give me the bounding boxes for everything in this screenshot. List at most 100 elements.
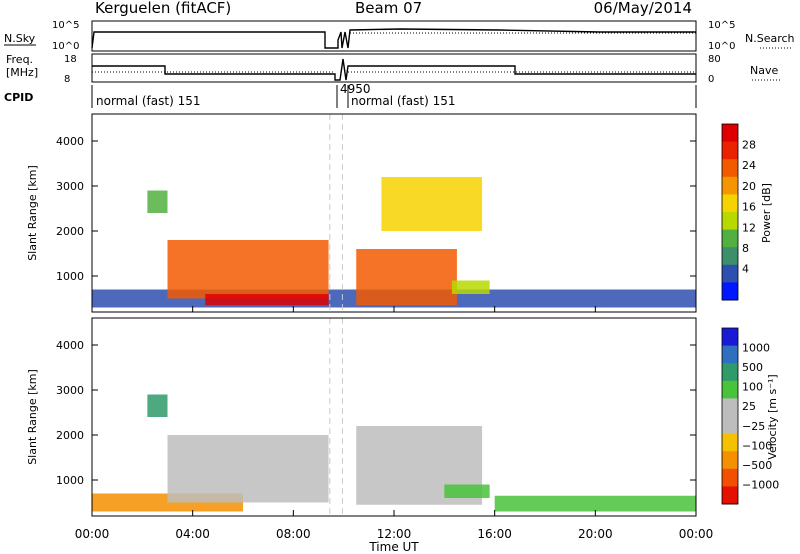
nsky-label: N.Sky <box>4 32 36 45</box>
power-echo-region-2 <box>167 240 329 299</box>
freq-label: Freq. <box>6 53 33 66</box>
colorbar-swatch <box>722 229 738 248</box>
x-tick-label: 16:00 <box>477 527 512 541</box>
colorbar-tick-label: 1000 <box>742 342 770 355</box>
colorbar-tick-label: 500 <box>742 361 763 374</box>
y-tick-label: 3000 <box>56 180 84 193</box>
velocity-colorbar: 1000 500 100 25 −25 −100 −500 −1000 <box>721 327 779 505</box>
x-tick-label: 20:00 <box>578 527 613 541</box>
y-tick-label: 4000 <box>56 135 84 148</box>
y-tick-label: 3000 <box>56 384 84 397</box>
colorbar-swatch <box>722 433 738 452</box>
freq-tick-top: 18 <box>64 54 77 65</box>
power-echo-region-7 <box>381 177 483 231</box>
velocity-echo-region-4 <box>147 394 168 417</box>
colorbar-tick-label: 12 <box>742 221 756 234</box>
velocity-echo-region-6 <box>494 495 696 512</box>
nave-tick-bottom: 0 <box>708 74 714 85</box>
freq-panel: Freq. [MHz] 18 8 80 0 Nave <box>6 53 782 85</box>
colorbar-swatch <box>722 328 738 347</box>
y-tick-label: 2000 <box>56 429 84 442</box>
x-tick-label: 08:00 <box>276 527 311 541</box>
x-tick-label: 00:00 <box>679 527 714 541</box>
colorbar-tick-label: 20 <box>742 180 756 193</box>
station-title: Kerguelen (fitACF) <box>95 0 231 17</box>
power-colorbar: 4 8 12 16 20 24 28 <box>721 123 756 301</box>
colorbar-swatch <box>722 282 738 301</box>
colorbar-swatch <box>722 398 738 417</box>
colorbar-tick-label: 4 <box>742 263 749 276</box>
nsearch-label: N.Search <box>745 32 795 45</box>
colorbar-swatch <box>722 345 738 364</box>
power-echo-region-5 <box>451 280 490 294</box>
power-panel: 1000 2000 3000 4000 Slant Range [km] 4 8 12 16… <box>26 113 773 313</box>
power-echoes <box>92 114 696 312</box>
colorbar-tick-label: −100 <box>742 439 772 452</box>
freq-tick-bottom: 8 <box>64 74 70 85</box>
nsky-tick-top: 10^5 <box>52 20 79 31</box>
colorbar-swatch <box>722 176 738 195</box>
cpid-interrupt-label: 4950 <box>340 82 371 96</box>
colorbar-swatch <box>722 363 738 382</box>
colorbar-frame <box>721 327 739 505</box>
velocity-echo-region-2 <box>167 435 329 503</box>
x-tick-label: 12:00 <box>377 527 412 541</box>
cpid-segment-1: normal (fast) 151 <box>96 94 200 108</box>
colorbar-tick-label: −25 <box>742 420 765 433</box>
power-colorbar-label: Power [dB] <box>760 183 773 243</box>
colorbar-tick-label: 16 <box>742 201 756 214</box>
x-tick-label: 04:00 <box>175 527 210 541</box>
colorbar-swatch <box>722 141 738 160</box>
freq-unit: [MHz] <box>6 66 38 79</box>
velocity-ylabel: Slant Range [km] <box>26 369 39 465</box>
date-title: 06/May/2014 <box>594 0 692 17</box>
colorbar-swatch <box>722 451 738 470</box>
velocity-echoes <box>92 318 696 516</box>
nsearch-tick-top: 10^5 <box>708 20 735 31</box>
power-echo-region-3 <box>205 294 329 306</box>
colorbar-tick-label: 25 <box>742 400 756 413</box>
colorbar-swatch <box>722 468 738 487</box>
colorbar-swatch <box>722 380 738 399</box>
colorbar-tick-label: 8 <box>742 242 749 255</box>
colorbar-tick-label: −500 <box>742 459 772 472</box>
colorbar-tick-label: 100 <box>742 381 763 394</box>
y-tick-label: 2000 <box>56 225 84 238</box>
nsky-trace <box>91 28 696 49</box>
colorbar-swatch <box>722 212 738 231</box>
power-echo-region-4 <box>356 249 457 306</box>
colorbar-swatch <box>722 486 738 505</box>
y-tick-label: 1000 <box>56 270 84 283</box>
velocity-colorbar-label: Velocity [m s⁻¹] <box>766 374 779 459</box>
time-axis-title: Time UT <box>368 540 419 554</box>
colorbar-swatch <box>722 247 738 266</box>
nsky-tick-bottom: 10^0 <box>52 41 79 52</box>
freq-trace <box>92 58 696 81</box>
power-ylabel: Slant Range [km] <box>26 165 39 261</box>
power-echo-region-6 <box>147 190 168 213</box>
colorbar-swatch <box>722 416 738 435</box>
colorbar-swatch <box>722 194 738 213</box>
nave-label: Nave <box>750 64 778 77</box>
x-tick-label: 00:00 <box>75 527 110 541</box>
y-tick-label: 1000 <box>56 474 84 487</box>
colorbar-frame <box>721 123 739 301</box>
cpid-label: CPID <box>4 91 33 104</box>
colorbar-tick-label: 28 <box>742 138 756 151</box>
y-tick-label: 4000 <box>56 339 84 352</box>
nsearch-tick-bottom: 10^0 <box>708 41 735 52</box>
nave-tick-top: 80 <box>708 54 721 65</box>
cpid-segment-2: normal (fast) 151 <box>351 94 455 108</box>
colorbar-tick-label: 24 <box>742 159 756 172</box>
cpid-strip: CPID normal (fast) 151 4950 normal (fast… <box>4 82 697 108</box>
velocity-panel: 1000 2000 3000 4000 Slant Range [km] 1000 50… <box>26 317 779 517</box>
colorbar-swatch <box>722 159 738 178</box>
velocity-echo-region-5 <box>444 484 490 498</box>
beam-title: Beam 07 <box>355 0 422 17</box>
colorbar-swatch <box>722 264 738 283</box>
colorbar-tick-label: −1000 <box>742 478 779 491</box>
colorbar-swatch <box>722 124 738 143</box>
time-axis: 00:00 04:00 08:00 12:00 16:00 20:00 00:00 <box>75 306 714 541</box>
nsky-panel: N.Sky 10^5 10^0 10^5 10^0 N.Search <box>4 20 795 52</box>
